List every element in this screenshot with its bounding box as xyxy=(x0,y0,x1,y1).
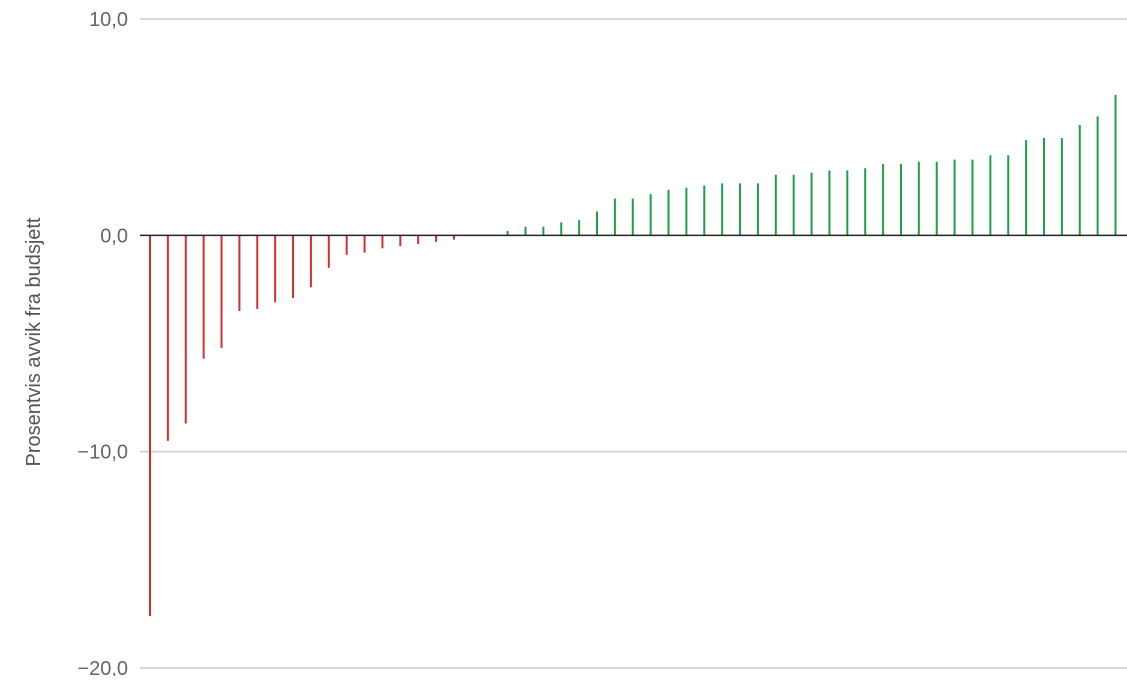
y-tick-label: 0,0 xyxy=(100,225,128,247)
gridlines xyxy=(140,18,1127,669)
bars xyxy=(140,94,1127,617)
y-axis-title: Prosentvis avvik fra budsjett xyxy=(23,217,45,466)
y-tick-labels: 10,0 0,0 −10,0 −20,0 xyxy=(77,9,128,680)
y-tick-label: 10,0 xyxy=(89,9,128,31)
y-tick-label: −20,0 xyxy=(77,658,128,676)
y-tick-label: −10,0 xyxy=(77,442,128,464)
